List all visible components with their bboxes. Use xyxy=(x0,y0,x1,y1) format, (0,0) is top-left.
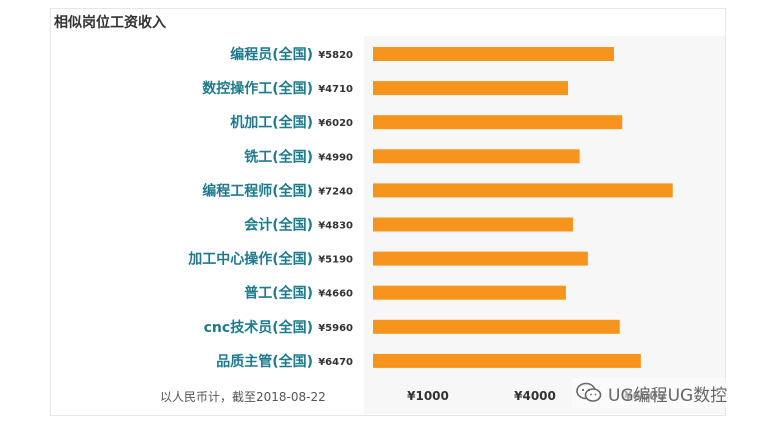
bar xyxy=(373,81,568,96)
category-label: 铣工(全国) xyxy=(244,148,313,165)
wechat-icon xyxy=(576,382,602,402)
bar-value-label: ¥7240 xyxy=(318,186,353,197)
bar-value-label: ¥4710 xyxy=(318,84,353,95)
bar xyxy=(373,149,580,164)
bar-value-label: ¥5960 xyxy=(318,323,353,334)
bar xyxy=(373,319,620,334)
bar xyxy=(373,183,673,198)
chart-title: 相似岗位工资收入 xyxy=(54,15,166,31)
bar xyxy=(373,285,566,300)
category-label: 编程工程师(全国) xyxy=(202,182,313,199)
bar xyxy=(373,47,614,61)
category-label: 数控操作工(全国) xyxy=(202,80,313,97)
bar-value-label: ¥6020 xyxy=(318,118,353,129)
bar-value-label: ¥4660 xyxy=(318,289,353,300)
bar-value-label: ¥6470 xyxy=(318,357,353,368)
category-label: 编程员(全国) xyxy=(230,46,313,63)
watermark: UG编程UG数控 xyxy=(572,378,732,408)
category-label: 会计(全国) xyxy=(244,217,313,234)
bar xyxy=(373,353,641,368)
x-tick-label: ¥1000 xyxy=(407,389,449,403)
bar-value-label: ¥5820 xyxy=(318,50,353,61)
bar xyxy=(373,115,623,130)
category-label: 加工中心操作(全国) xyxy=(187,251,313,268)
category-label: 品质主管(全国) xyxy=(216,353,313,370)
x-tick-label: ¥4000 xyxy=(514,389,556,403)
bar-value-label: ¥4830 xyxy=(318,221,353,232)
watermark-text: UG编程UG数控 xyxy=(608,385,728,406)
bar xyxy=(373,217,573,232)
bar-value-label: ¥5190 xyxy=(318,255,353,266)
bar-value-label: ¥4990 xyxy=(318,152,353,163)
category-label: 机加工(全国) xyxy=(230,114,313,131)
category-label: 普工(全国) xyxy=(244,285,313,302)
footnote: 以人民币计，截至2018-08-22 xyxy=(160,390,326,404)
bar xyxy=(373,251,588,266)
category-label: cnc技术员(全国) xyxy=(204,319,313,336)
